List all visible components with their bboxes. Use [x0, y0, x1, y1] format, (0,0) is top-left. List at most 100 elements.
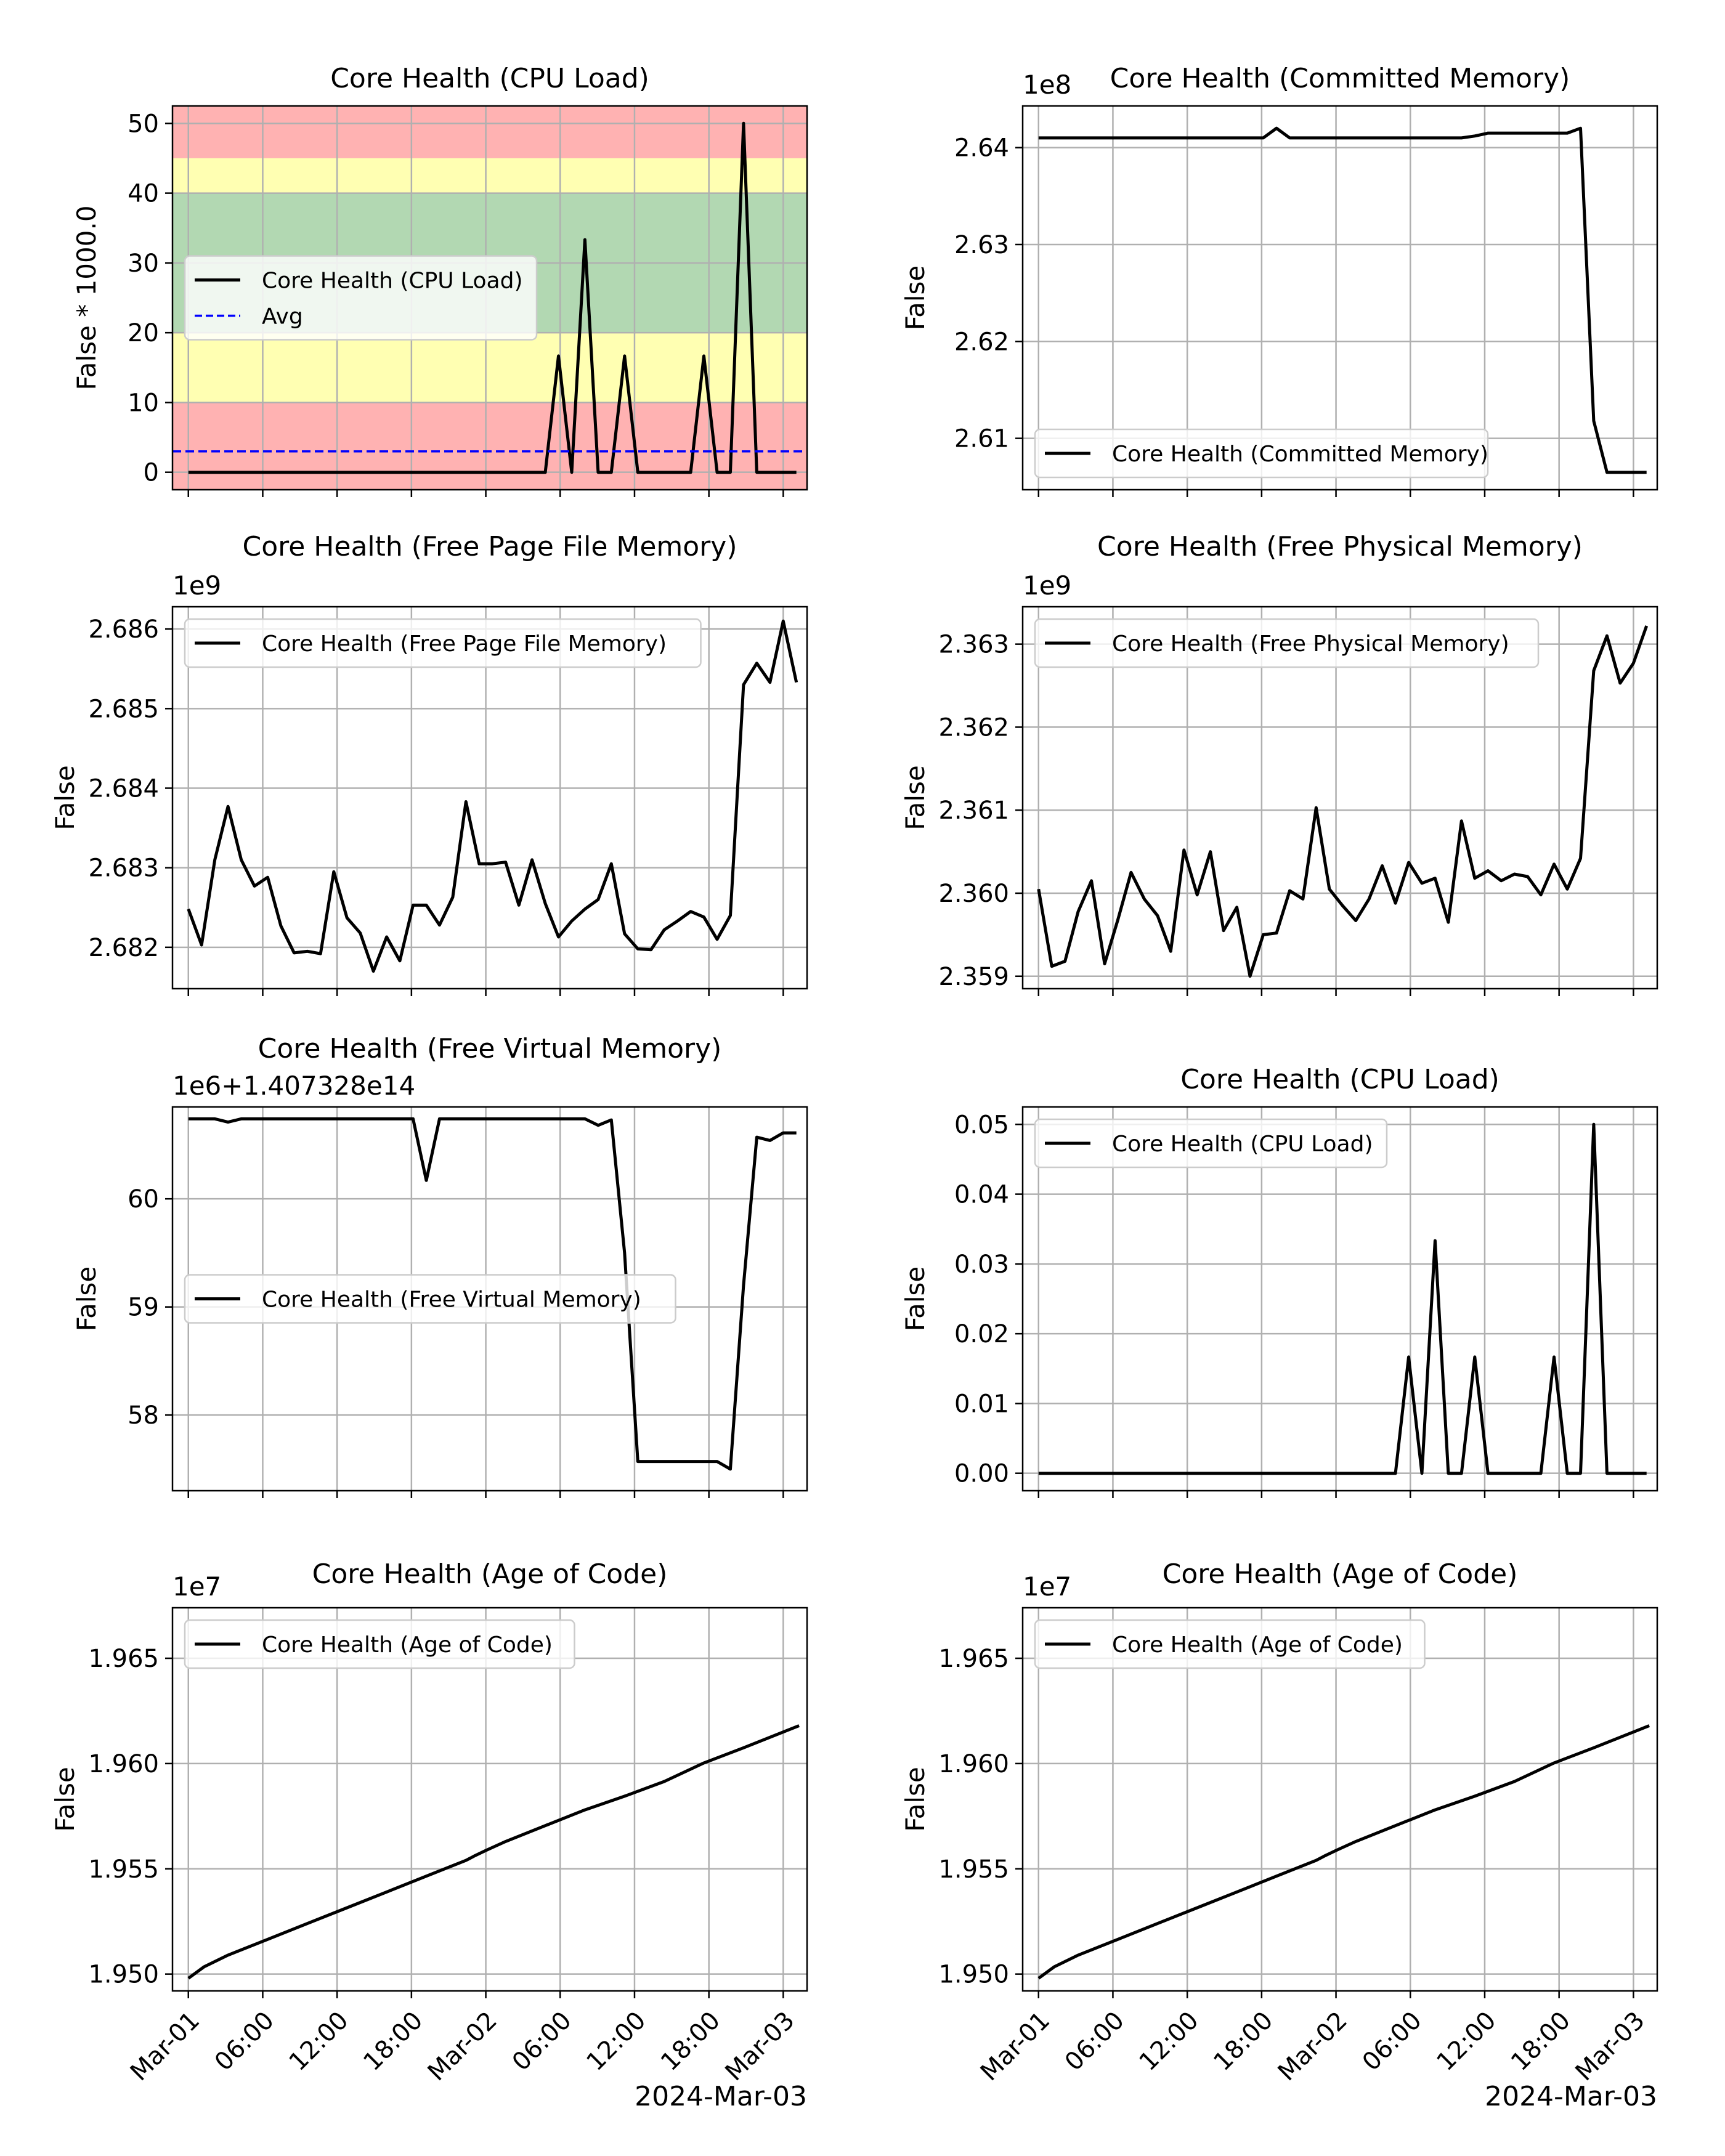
x-tick-label: 06:00	[1357, 2006, 1427, 2077]
y-tick-label: 2.685	[88, 695, 159, 723]
legend-box	[1034, 1619, 1426, 1669]
x-tick-label: Mar-01	[975, 2006, 1055, 2086]
chart-title: Core Health (CPU Load)	[330, 63, 649, 94]
legend-box	[184, 618, 702, 668]
x-tick-label: 18:00	[358, 2006, 428, 2077]
x-tick-label: 12:00	[581, 2006, 651, 2077]
y-tick-label: 20	[128, 319, 159, 347]
axis-offset-text: 1e9	[1023, 570, 1071, 601]
chart-title: Core Health (Free Virtual Memory)	[258, 1033, 722, 1064]
legend-label: Core Health (Free Virtual Memory)	[262, 1287, 641, 1313]
legend-label: Core Health (Committed Memory)	[1112, 442, 1488, 467]
y-tick-label: 2.64	[954, 134, 1009, 163]
legend: Core Health (Free Physical Memory)	[1034, 618, 1540, 668]
chart-title: Core Health (Age of Code)	[1163, 1558, 1518, 1590]
y-tick-label: 2.63	[954, 231, 1009, 259]
legend: Core Health (CPU Load)	[1034, 1118, 1388, 1169]
legend: Core Health (Age of Code)	[184, 1619, 575, 1669]
series-line	[1038, 126, 1647, 474]
legend-label: Core Health (Free Page File Memory)	[262, 631, 667, 657]
x-tick-label: 12:00	[1134, 2006, 1204, 2077]
legend: Core Health (CPU Load) Avg	[184, 255, 538, 341]
series-line	[1037, 1724, 1650, 1980]
y-tick-label: 2.683	[88, 854, 159, 883]
threshold-band	[172, 402, 807, 490]
y-axis-label: False	[900, 1767, 930, 1831]
x-tick-label: Mar-03	[720, 2006, 800, 2086]
series-line	[1038, 1122, 1647, 1475]
x-tick-label: Mar-02	[1273, 2006, 1353, 2086]
legend-box	[1034, 428, 1489, 479]
axis-offset-text: 1e7	[172, 1571, 221, 1602]
legend-box	[184, 255, 538, 341]
axes-frame	[1021, 105, 1658, 491]
x-tick-label: Mar-03	[1570, 2006, 1650, 2086]
y-tick-label: 1.950	[938, 1961, 1009, 1989]
y-tick-label: 2.359	[938, 963, 1009, 991]
y-tick-label: 1.960	[938, 1750, 1009, 1778]
legend-box	[1034, 618, 1540, 668]
chart-panel: 58 59 60 Core Health (Free Virtual Memory) 1…	[71, 1033, 808, 1498]
axis-offset-text: 1e7	[1023, 1571, 1071, 1602]
x-tick-label: Mar-02	[423, 2006, 503, 2086]
y-axis-label: False	[71, 1266, 102, 1331]
chart-title: Core Health (CPU Load)	[1180, 1064, 1500, 1095]
axis-offset-text: 1e6+1.407328e14	[172, 1071, 415, 1101]
y-axis-label: False * 1000.0	[71, 205, 102, 390]
y-tick-label: 30	[128, 249, 159, 278]
x-tick-label: 18:00	[1208, 2006, 1278, 2077]
y-tick-label: 2.61	[954, 425, 1009, 453]
date-axis-footer: 2024-Mar-03	[1485, 2081, 1657, 2112]
axes-frame	[171, 606, 808, 990]
y-tick-label: 0.02	[954, 1320, 1009, 1348]
y-tick-label: 1.955	[938, 1855, 1009, 1884]
y-tick-label: 10	[128, 389, 159, 417]
y-tick-label: 2.361	[938, 796, 1009, 825]
axes-frame	[171, 105, 808, 491]
axes-frame	[171, 1106, 808, 1492]
axes-frame	[1021, 1607, 1658, 1992]
y-tick-label: 2.686	[88, 615, 159, 644]
y-tick-label: 2.684	[88, 775, 159, 803]
y-tick-label: 59	[128, 1294, 159, 1322]
chart-panel: 2.682 2.683 2.684 2.685 2.686 Core Health (Fr…	[50, 531, 808, 996]
axes-frame	[1021, 1106, 1658, 1492]
y-tick-label: 1.955	[88, 1855, 159, 1884]
y-tick-label: 2.682	[88, 934, 159, 962]
y-tick-label: 2.360	[938, 880, 1009, 908]
legend-label: Core Health (CPU Load)	[262, 269, 523, 294]
chart-panel: 2.359 2.360 2.361 2.362 2.363 Core Health (Fr…	[900, 531, 1658, 996]
series-line	[187, 1724, 800, 1980]
y-tick-label: 0	[144, 459, 159, 487]
y-axis-label: False	[900, 265, 930, 330]
chart-panel: 0 10 20 30 40 50 Core Health (CPU Load) False *…	[71, 63, 808, 497]
x-tick-label: 18:00	[1506, 2006, 1576, 2077]
series-line	[188, 121, 797, 474]
y-tick-label: 50	[128, 110, 159, 138]
legend: Core Health (Free Page File Memory)	[184, 618, 702, 668]
legend-box	[1034, 1118, 1388, 1169]
x-tick-label: 12:00	[284, 2006, 354, 2077]
series-line	[188, 1117, 797, 1471]
y-tick-label: 58	[128, 1401, 159, 1430]
legend: Core Health (Free Virtual Memory)	[184, 1274, 676, 1324]
legend-label: Core Health (Free Physical Memory)	[1112, 631, 1509, 657]
x-tick-label: 06:00	[507, 2006, 577, 2077]
series-line	[187, 619, 798, 973]
chart-panel: 2.61 2.62 2.63 2.64 Core Health (Committed M…	[900, 63, 1658, 497]
date-axis-footer: 2024-Mar-03	[635, 2081, 807, 2112]
y-axis-label: False	[50, 765, 80, 830]
chart-title: Core Health (Age of Code)	[312, 1558, 668, 1590]
axis-offset-text: 1e8	[1023, 70, 1071, 100]
y-tick-label: 2.62	[954, 328, 1009, 356]
y-tick-label: 1.965	[938, 1645, 1009, 1673]
y-axis-label: False	[900, 1266, 930, 1331]
legend: Core Health (Age of Code)	[1034, 1619, 1426, 1669]
chart-title: Core Health (Committed Memory)	[1110, 63, 1570, 94]
chart-title: Core Health (Free Page File Memory)	[242, 531, 737, 562]
y-tick-label: 0.00	[954, 1460, 1009, 1488]
x-tick-label: 06:00	[209, 2006, 280, 2077]
y-axis-label: False	[50, 1767, 80, 1831]
